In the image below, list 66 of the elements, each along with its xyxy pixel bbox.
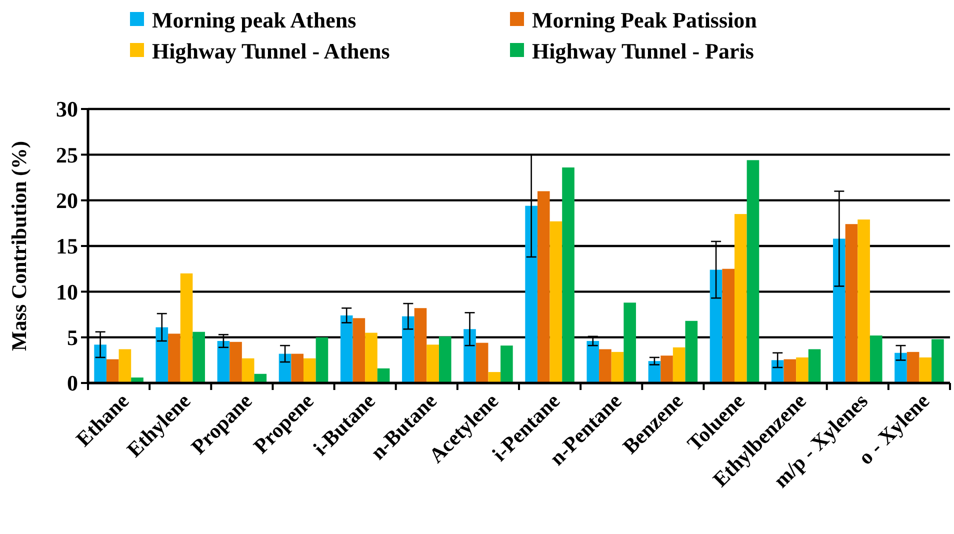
bar xyxy=(845,224,858,383)
bar xyxy=(870,336,882,383)
bar xyxy=(500,346,513,383)
bar xyxy=(94,344,106,383)
bar xyxy=(217,340,230,383)
bar xyxy=(894,352,907,383)
bar xyxy=(414,308,427,383)
bar xyxy=(242,358,254,383)
bar xyxy=(906,352,920,383)
bar xyxy=(304,358,316,383)
bar xyxy=(586,340,600,383)
bar xyxy=(722,268,734,383)
bar xyxy=(858,220,870,383)
legend-label: Highway Tunnel - Paris xyxy=(532,38,754,64)
bar xyxy=(562,167,574,383)
bar xyxy=(156,327,168,383)
bar xyxy=(192,332,205,383)
y-tick-label: 5 xyxy=(67,325,78,350)
legend-label: Morning Peak Patission xyxy=(532,8,757,33)
bar xyxy=(426,344,439,383)
bar xyxy=(808,349,821,383)
y-axis-title: Mass Contribution (%) xyxy=(7,140,31,352)
bar xyxy=(710,270,722,383)
bar xyxy=(402,316,414,383)
bar xyxy=(932,339,944,383)
bar xyxy=(464,329,476,383)
bar xyxy=(624,302,636,383)
bar xyxy=(550,221,562,383)
bar xyxy=(230,342,242,383)
bar xyxy=(106,359,119,383)
bar xyxy=(438,336,452,383)
bar xyxy=(746,160,760,383)
bar xyxy=(291,354,304,383)
bar xyxy=(672,347,686,383)
bar xyxy=(796,357,808,383)
y-tick-label: 30 xyxy=(56,96,78,122)
bar xyxy=(316,337,328,383)
bar xyxy=(377,368,390,383)
bar xyxy=(278,354,292,383)
bar xyxy=(771,360,784,383)
bar xyxy=(599,349,612,383)
bar xyxy=(537,191,550,383)
bar xyxy=(365,332,378,383)
bar xyxy=(180,273,193,383)
y-tick-label: 10 xyxy=(56,279,78,304)
bar xyxy=(488,372,501,383)
y-tick-label: 20 xyxy=(56,188,78,214)
bar xyxy=(476,342,488,383)
bar xyxy=(660,356,673,383)
y-tick-label: 0 xyxy=(67,370,78,396)
bar xyxy=(340,315,353,383)
y-tick-label: 25 xyxy=(56,142,78,168)
bar xyxy=(611,352,624,383)
bar xyxy=(118,349,132,383)
bar xyxy=(352,318,366,383)
legend-label: Morning peak Athens xyxy=(152,8,357,33)
bar xyxy=(168,334,180,383)
bar xyxy=(648,361,661,383)
bar xyxy=(784,359,796,383)
bar xyxy=(833,238,846,383)
legend-label: Highway Tunnel - Athens xyxy=(152,38,390,64)
bar xyxy=(685,320,698,383)
bar xyxy=(919,357,932,383)
y-tick-label: 15 xyxy=(56,234,78,259)
bar xyxy=(734,214,747,383)
bar xyxy=(525,206,538,383)
